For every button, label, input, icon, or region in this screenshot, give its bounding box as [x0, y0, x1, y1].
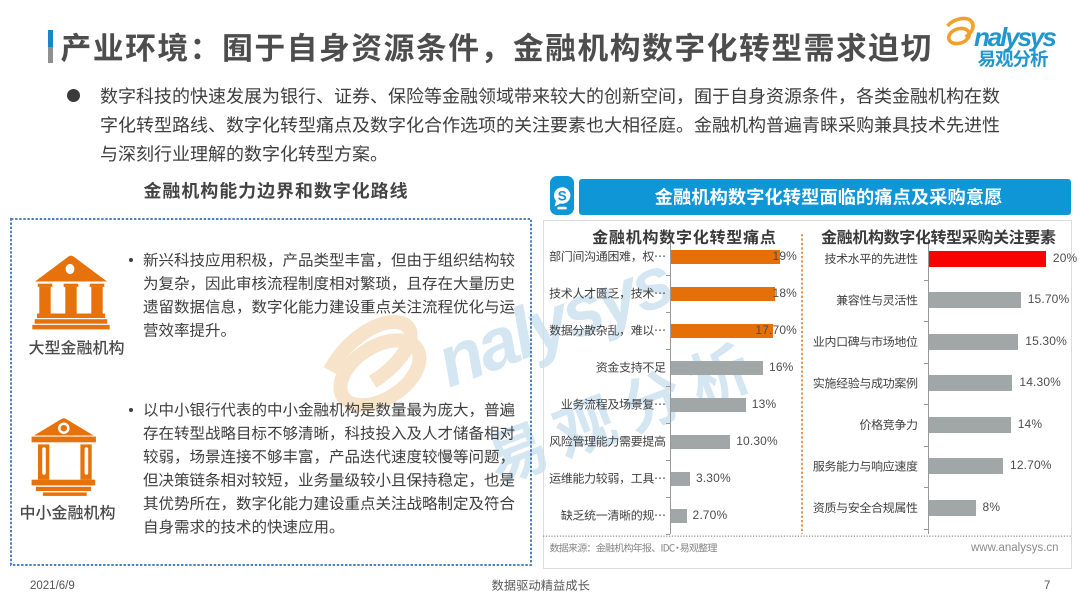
svg-text:S: S — [557, 188, 566, 203]
